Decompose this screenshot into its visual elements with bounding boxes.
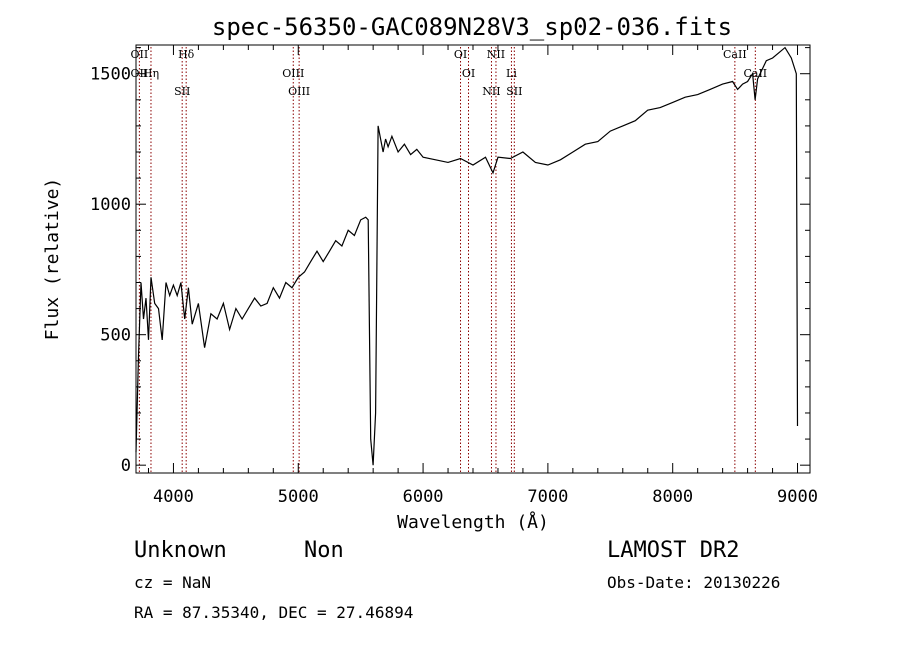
spectrum-flux-line	[135, 46, 799, 466]
coordinates-label: RA = 87.35340, DEC = 27.46894	[134, 603, 414, 622]
line-marker-label: OIII	[282, 67, 304, 80]
line-marker-label: OI	[462, 67, 475, 80]
x-tick-label: 8000	[652, 487, 693, 507]
line-marker-label: NII	[487, 48, 505, 61]
spectral-line-markers: OIIOIIHηSIIHδOIIIOIIIOIOINIINIILiSIICaII…	[131, 47, 767, 473]
observation-date: Obs-Date: 20130226	[607, 573, 781, 592]
x-tick-label: 6000	[403, 487, 444, 507]
line-marker-label: Li	[506, 67, 517, 80]
survey-label: LAMOST DR2	[607, 538, 740, 563]
line-marker-label: CaII	[723, 48, 747, 61]
line-marker-label: NII	[482, 85, 500, 98]
x-axis: 4000 5000 6000 7000 8000 9000	[147, 45, 818, 507]
line-marker-label: OI	[454, 48, 467, 61]
line-marker-label: OII	[131, 48, 149, 61]
redshift-label: cz = NaN	[134, 573, 212, 592]
y-axis: 0 500 1000 1500	[90, 47, 810, 476]
x-tick-label: 4000	[153, 487, 194, 507]
line-marker-label: CaII	[743, 67, 767, 80]
x-tick-label: 9000	[777, 487, 818, 507]
line-marker-label: Hδ	[178, 48, 195, 61]
y-tick-label: 0	[121, 456, 131, 476]
x-axis-label: Wavelength (Å)	[397, 511, 549, 533]
line-marker-label: Hη	[143, 67, 159, 80]
classification-label: Unknown	[134, 538, 227, 563]
chart-title: spec-56350-GAC089N28V3_sp02-036.fits	[212, 13, 732, 41]
x-tick-label: 7000	[527, 487, 568, 507]
y-axis-label: Flux (relative)	[42, 178, 63, 341]
line-marker-label: OIII	[288, 85, 310, 98]
line-marker-label: SII	[174, 85, 190, 98]
y-tick-label: 1000	[90, 195, 131, 215]
plot-frame	[135, 44, 811, 474]
subclass-label: Non	[304, 538, 344, 563]
y-tick-label: 1500	[90, 65, 131, 85]
y-tick-label: 500	[100, 326, 131, 346]
x-tick-label: 5000	[278, 487, 319, 507]
line-marker-label: SII	[506, 85, 522, 98]
